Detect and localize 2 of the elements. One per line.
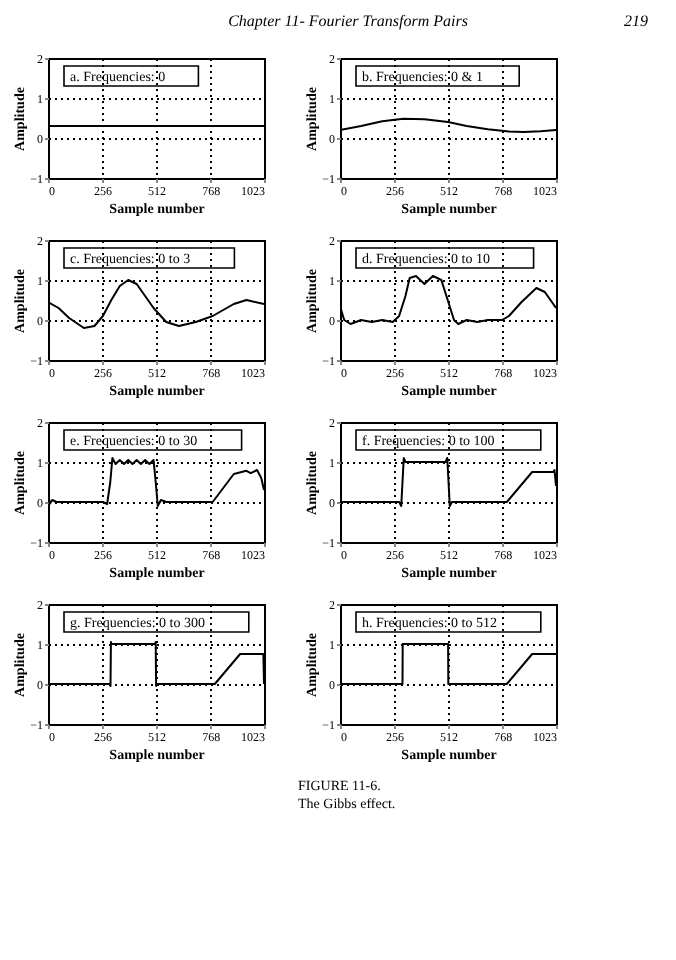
text: 219: [624, 12, 648, 30]
text: Chapter 11- Fourier Transform Pairs: [228, 12, 468, 30]
